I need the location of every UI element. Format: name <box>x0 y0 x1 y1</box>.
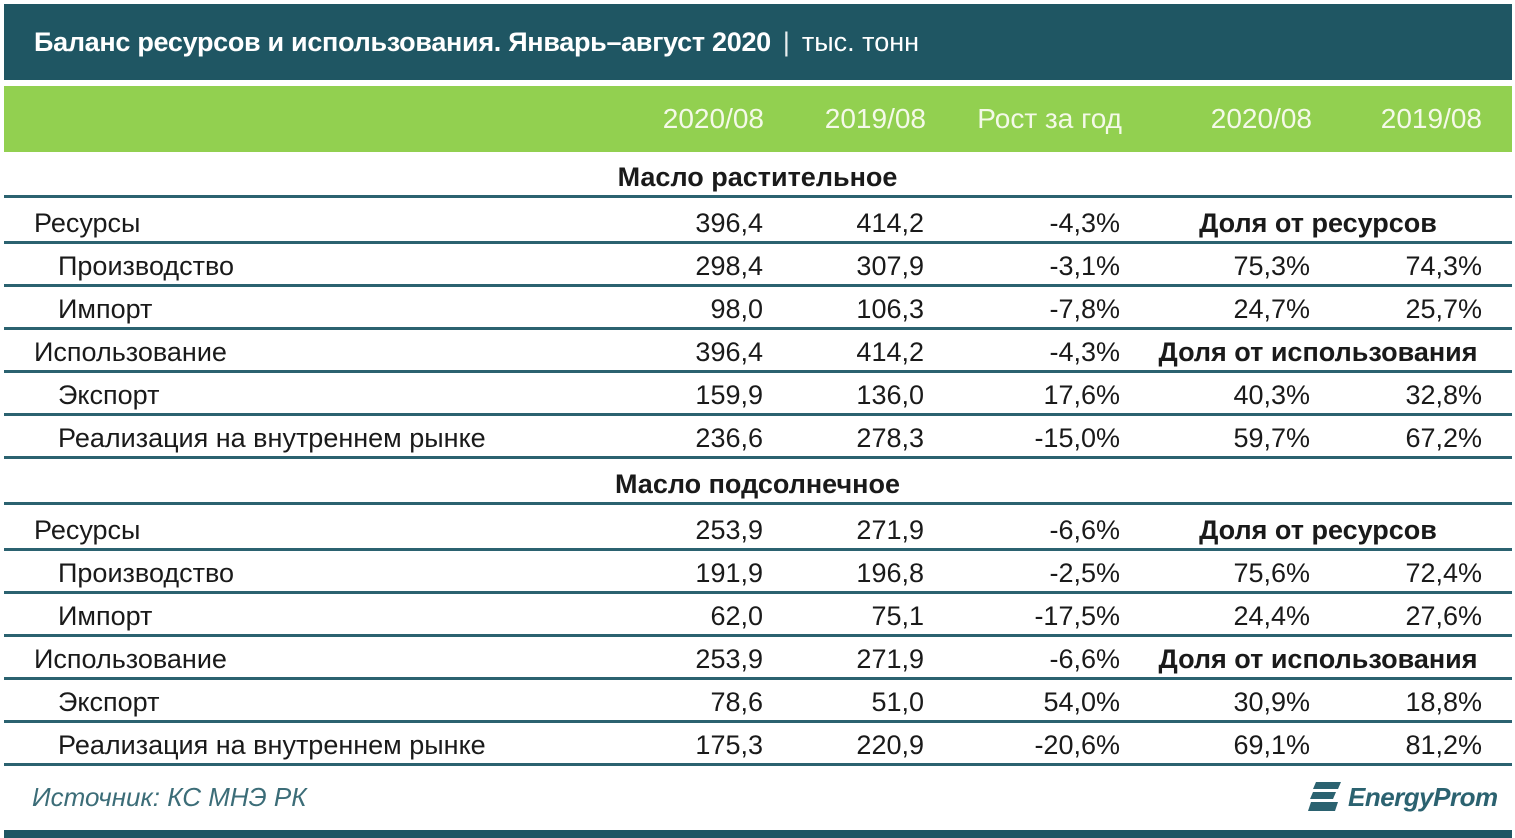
table-row: Использование 396,4 414,2 -4,3% Доля от … <box>4 330 1512 373</box>
value-2019: 414,2 <box>856 208 924 238</box>
table-row: Производство 191,9 196,8 -2,5% 75,6% 72,… <box>4 551 1512 594</box>
value-2020: 78,6 <box>710 687 763 717</box>
value-2019: 196,8 <box>856 558 924 588</box>
value-2019: 51,0 <box>871 687 924 717</box>
share-label: Доля от ресурсов <box>1199 515 1437 545</box>
title-separator: | <box>782 26 790 57</box>
value-2019: 278,3 <box>856 423 924 453</box>
share-2019: 72,4% <box>1405 558 1482 588</box>
row-label: Реализация на внутреннем рынке <box>58 730 486 760</box>
row-label: Использование <box>34 337 227 367</box>
value-2020: 98,0 <box>710 294 763 324</box>
column-header-2019: 2019/08 <box>824 103 926 134</box>
share-2020: 30,9% <box>1233 687 1310 717</box>
column-header-share-2020: 2020/08 <box>1210 103 1312 134</box>
share-2020: 24,7% <box>1233 294 1310 324</box>
share-2020: 24,4% <box>1233 601 1310 631</box>
table-row: Использование 253,9 271,9 -6,6% Доля от … <box>4 637 1512 680</box>
growth-value: 17,6% <box>1043 380 1120 410</box>
share-2020: 40,3% <box>1233 380 1310 410</box>
share-2019: 67,2% <box>1405 423 1482 453</box>
table-title: Баланс ресурсов и использования. Январь–… <box>34 26 771 57</box>
section-title: Масло подсолнечное <box>614 469 900 499</box>
growth-value: 54,0% <box>1043 687 1120 717</box>
value-2020: 236,6 <box>695 423 763 453</box>
table-row: Экспорт 78,6 51,0 54,0% 30,9% 18,8% <box>4 680 1512 723</box>
table-row: Экспорт 159,9 136,0 17,6% 40,3% 32,8% <box>4 373 1512 416</box>
value-2020: 159,9 <box>695 380 763 410</box>
row-label: Экспорт <box>58 380 160 410</box>
growth-value: -2,5% <box>1049 558 1120 588</box>
share-label: Доля от использования <box>1158 337 1478 367</box>
row-label: Реализация на внутреннем рынке <box>58 423 486 453</box>
table-row: Импорт 98,0 106,3 -7,8% 24,7% 25,7% <box>4 287 1512 330</box>
energyprom-logo: EnergyProm <box>1308 780 1498 814</box>
source-note: Источник: КС МНЭ РК <box>32 782 307 812</box>
section-title: Масло растительное <box>617 162 898 192</box>
column-header-growth: Рост за год <box>977 103 1122 134</box>
section-header-row: Масло растительное <box>4 155 1512 198</box>
table-title-bar: Баланс ресурсов и использования. Январь–… <box>4 4 1512 80</box>
table-row: Ресурсы 396,4 414,2 -4,3% Доля от ресурс… <box>4 201 1512 244</box>
growth-value: -7,8% <box>1049 294 1120 324</box>
column-header-row: 2020/08 2019/08 Рост за год 2020/08 2019… <box>4 86 1512 152</box>
value-2019: 220,9 <box>856 730 924 760</box>
value-2020: 396,4 <box>695 208 763 238</box>
growth-value: -3,1% <box>1049 251 1120 281</box>
value-2019: 271,9 <box>856 515 924 545</box>
section-header-row: Масло подсолнечное <box>4 462 1512 505</box>
share-2019: 81,2% <box>1405 730 1482 760</box>
table-row: Реализация на внутреннем рынке 236,6 278… <box>4 416 1512 459</box>
value-2019: 106,3 <box>856 294 924 324</box>
value-2019: 136,0 <box>856 380 924 410</box>
share-2020: 69,1% <box>1233 730 1310 760</box>
share-2020: 75,3% <box>1233 251 1310 281</box>
column-header-2020: 2020/08 <box>662 103 764 134</box>
growth-value: -17,5% <box>1034 601 1120 631</box>
share-2019: 27,6% <box>1405 601 1482 631</box>
value-2019: 307,9 <box>856 251 924 281</box>
logo-text: EnergyProm <box>1348 781 1498 812</box>
growth-value: -6,6% <box>1049 644 1120 674</box>
growth-value: -6,6% <box>1049 515 1120 545</box>
table-unit: тыс. тонн <box>801 26 920 57</box>
growth-value: -15,0% <box>1034 423 1120 453</box>
share-2019: 32,8% <box>1405 380 1482 410</box>
row-label: Производство <box>58 251 235 281</box>
row-label: Ресурсы <box>34 515 141 545</box>
value-2020: 175,3 <box>695 730 763 760</box>
share-2019: 18,8% <box>1405 687 1482 717</box>
row-label: Ресурсы <box>34 208 141 238</box>
value-2020: 191,9 <box>695 558 763 588</box>
value-2020: 62,0 <box>710 601 763 631</box>
table-row: Реализация на внутреннем рынке 175,3 220… <box>4 723 1512 766</box>
growth-value: -20,6% <box>1034 730 1120 760</box>
share-2019: 25,7% <box>1405 294 1482 324</box>
value-2020: 396,4 <box>695 337 763 367</box>
row-label: Импорт <box>58 294 153 324</box>
value-2020: 253,9 <box>695 515 763 545</box>
table-row: Производство 298,4 307,9 -3,1% 75,3% 74,… <box>4 244 1512 287</box>
table-row: Импорт 62,0 75,1 -17,5% 24,4% 27,6% <box>4 594 1512 637</box>
value-2019: 271,9 <box>856 644 924 674</box>
column-header-share-2019: 2019/08 <box>1380 103 1482 134</box>
row-label: Экспорт <box>58 687 160 717</box>
share-2020: 59,7% <box>1233 423 1310 453</box>
share-2019: 74,3% <box>1405 251 1482 281</box>
value-2020: 253,9 <box>695 644 763 674</box>
row-label: Производство <box>58 558 235 588</box>
growth-value: -4,3% <box>1049 208 1120 238</box>
table-row: Ресурсы 253,9 271,9 -6,6% Доля от ресурс… <box>4 508 1512 551</box>
value-2019: 75,1 <box>871 601 924 631</box>
growth-value: -4,3% <box>1049 337 1120 367</box>
share-2020: 75,6% <box>1233 558 1310 588</box>
value-2019: 414,2 <box>856 337 924 367</box>
value-2020: 298,4 <box>695 251 763 281</box>
bottom-rule <box>4 830 1512 838</box>
row-label: Использование <box>34 644 227 674</box>
share-label: Доля от ресурсов <box>1199 208 1437 238</box>
energyprom-logo-icon <box>1308 782 1341 811</box>
row-label: Импорт <box>58 601 153 631</box>
share-label: Доля от использования <box>1158 644 1478 674</box>
